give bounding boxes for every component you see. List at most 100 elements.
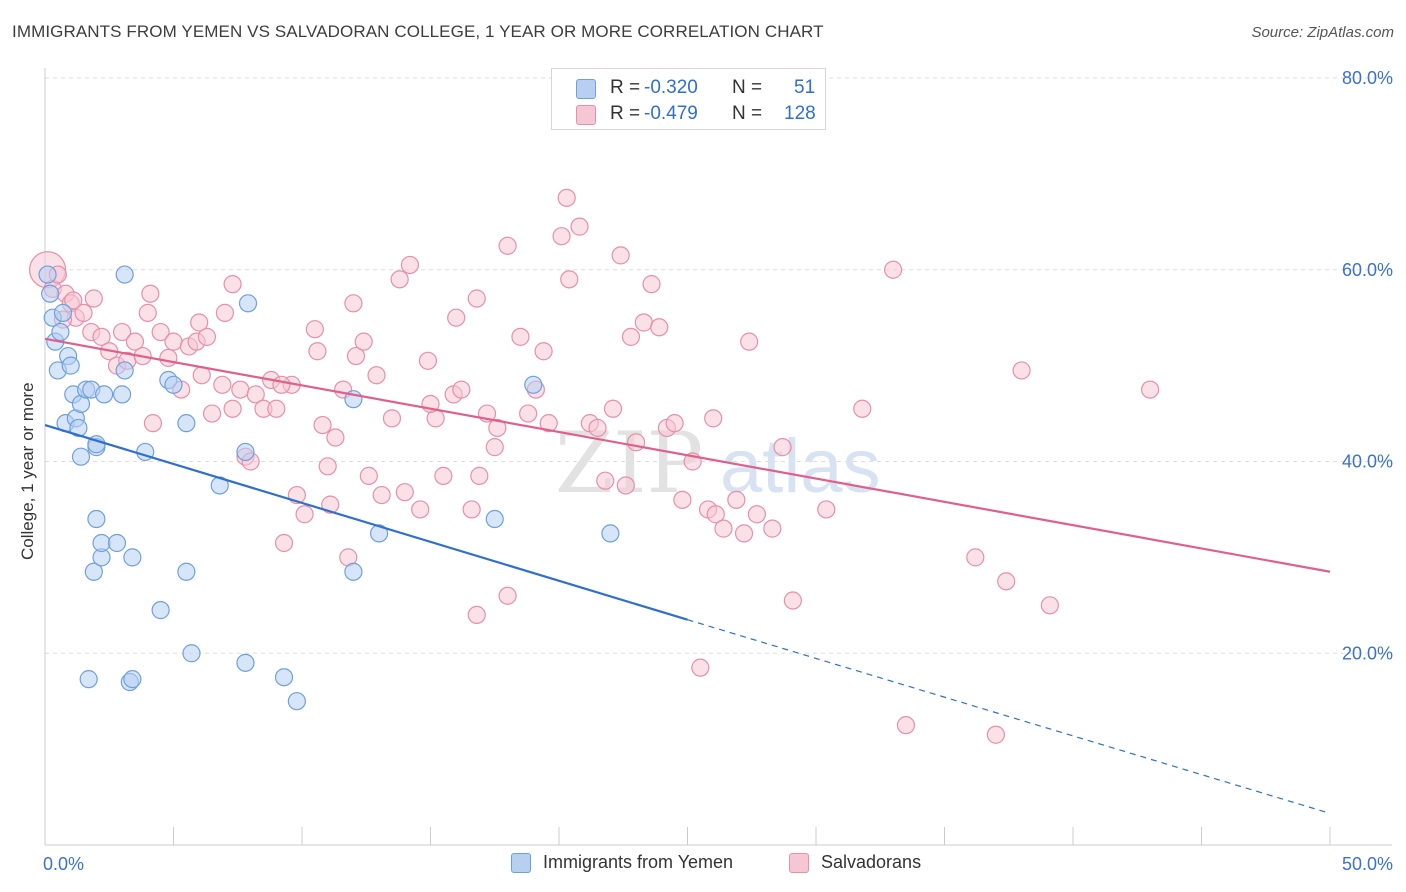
salvadoran-point — [326, 428, 345, 447]
y-tick-label: 60.0% — [1342, 260, 1393, 280]
salvadoran-point — [321, 495, 340, 514]
salvadoran-point — [773, 438, 792, 457]
yemen-point — [177, 562, 196, 581]
salvadoran-point — [64, 291, 83, 310]
y-tick-label: 80.0% — [1342, 68, 1393, 88]
n-label: N = — [732, 103, 763, 124]
salvadoran-point — [673, 490, 692, 509]
salvadoran-point — [143, 414, 163, 433]
salvadoran-point — [853, 399, 872, 418]
salvadoran-point — [727, 490, 746, 509]
legend-item-salvadoran[interactable]: Salvadorans — [789, 852, 921, 873]
salvadoran-point — [92, 327, 111, 346]
salvadoran-point — [498, 236, 517, 255]
yemen-point — [151, 601, 170, 620]
salvadoran-point — [642, 275, 661, 294]
salvadoran-point — [411, 500, 430, 519]
salvadoran-point — [159, 348, 178, 368]
salvadoran-point — [141, 284, 160, 303]
legend-swatch-yemen — [511, 852, 531, 873]
yemen-point — [287, 692, 306, 711]
yemen-point — [107, 533, 127, 553]
salvadoran-point — [634, 313, 653, 332]
salvadoran-point — [197, 327, 217, 346]
salvadoran-point — [747, 505, 766, 524]
legend-swatch-salvadoran — [789, 852, 809, 873]
y-axis-label: College, 1 year or more — [18, 382, 37, 560]
salvadoran-point — [534, 342, 553, 361]
salvadoran-point — [485, 438, 504, 457]
yemen-point — [370, 524, 389, 543]
yemen-point — [236, 653, 255, 672]
salvadoran-point — [665, 414, 684, 433]
yemen-point — [601, 524, 620, 543]
salvadoran-point — [231, 380, 250, 399]
yemen-point — [41, 284, 60, 303]
salvadoran-point — [164, 332, 183, 351]
salvadoran-point — [691, 658, 710, 677]
salvadoran-point — [763, 519, 782, 538]
yemen-point — [274, 668, 294, 687]
stats-row-salvadoran: R = -0.479 N = 128 — [552, 101, 825, 129]
salvadoran-point — [603, 399, 623, 418]
yemen-trendline-extension — [687, 619, 1331, 814]
salvadoran-point — [190, 313, 209, 332]
salvadoran-point — [783, 591, 802, 610]
yemen-point — [182, 644, 201, 663]
yemen-point — [92, 533, 111, 553]
salvadoran-point — [704, 409, 723, 428]
yemen-trendline — [44, 424, 688, 621]
r-value: -0.320 — [644, 77, 698, 98]
legend-label-salvadoran: Salvadorans — [821, 852, 922, 872]
yemen-point — [177, 414, 196, 433]
salvadoran-point — [125, 332, 145, 351]
yemen-point — [344, 562, 363, 581]
legend-item-yemen[interactable]: Immigrants from Yemen — [511, 852, 733, 873]
salvadoran-point — [488, 418, 507, 438]
salvadoran-point — [966, 548, 985, 567]
salvadoran-point — [395, 483, 414, 502]
x-tick-label: 50.0% — [1342, 854, 1393, 874]
salvadoran-point — [74, 303, 93, 322]
salvadoran-point — [318, 457, 337, 476]
salvadoran-trendline — [44, 337, 1331, 573]
salvadoran-point — [616, 476, 635, 495]
salvadoran-point — [223, 275, 242, 294]
salvadoran-point — [557, 188, 576, 207]
salvadoran-point — [997, 572, 1016, 591]
x-tick-label: 0.0% — [43, 854, 84, 874]
salvadoran-point — [539, 414, 558, 433]
r-value: -0.479 — [644, 103, 698, 124]
salvadoran-point — [734, 524, 754, 543]
salvadoran-point — [418, 351, 438, 370]
salvadoran-point — [621, 327, 641, 346]
salvadoran-point — [223, 399, 242, 418]
stats-row-yemen: R = -0.320 N = 51 — [552, 75, 825, 103]
swatch-salvadoran — [576, 105, 596, 125]
yemen-point — [87, 509, 106, 529]
r-label: R = — [610, 77, 641, 98]
salvadoran-point — [434, 466, 453, 485]
salvadoran-point — [552, 227, 571, 246]
salvadoran-point — [151, 322, 170, 342]
salvadoran-point — [467, 605, 486, 625]
yemen-point — [115, 361, 134, 380]
salvadoran-point — [462, 500, 481, 519]
yemen-point — [164, 375, 183, 394]
yemen-point — [115, 265, 134, 284]
source-label: Source: ZipAtlas.com — [1251, 24, 1394, 41]
yemen-point — [53, 303, 73, 322]
yemen-point — [95, 385, 114, 404]
salvadoran-point — [359, 466, 378, 485]
salvadoran-point — [372, 485, 391, 505]
salvadoran-point — [596, 471, 615, 490]
stats-legend: R = -0.320 N = 51 R = -0.479 N = 128 — [551, 68, 826, 130]
salvadoran-point — [305, 320, 324, 339]
salvadoran-point — [354, 332, 373, 351]
yemen-point — [79, 670, 98, 689]
salvadoran-point — [390, 270, 409, 289]
salvadoran-point — [447, 308, 466, 327]
salvadoran-point — [84, 289, 103, 308]
salvadoran-point — [400, 255, 420, 275]
